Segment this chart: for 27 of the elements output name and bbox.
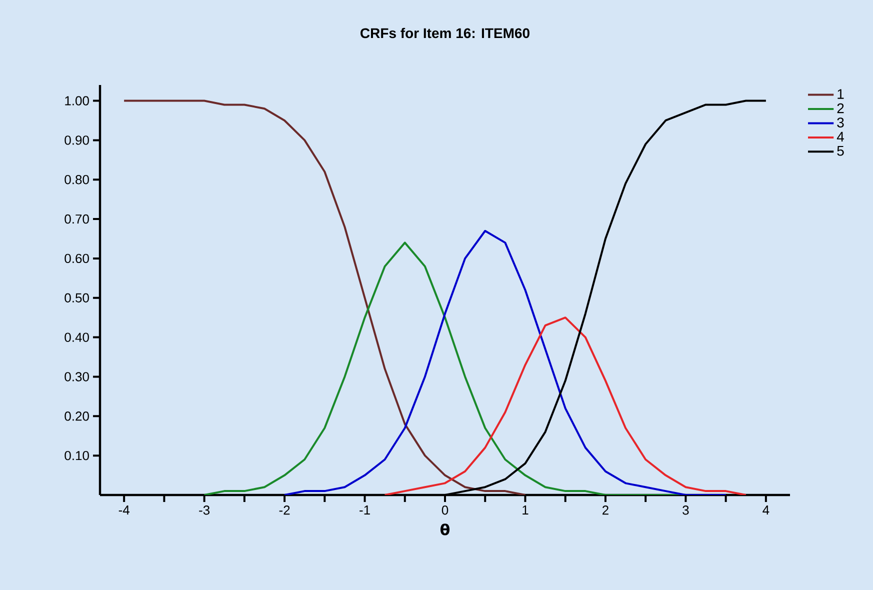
x-tick-label: 1 — [522, 506, 528, 514]
x-tick-label: 4 — [762, 506, 770, 514]
y-tick-label: 0.20 — [64, 412, 89, 421]
legend-label: 3 — [837, 118, 844, 128]
y-tick-label: 0.40 — [64, 332, 89, 342]
y-tick-label: 0.30 — [64, 372, 89, 382]
y-tick-label: 0.80 — [64, 175, 89, 184]
line-series — [384, 316, 747, 495]
y-tick-label: 0.50 — [64, 293, 89, 302]
legend-label: 4 — [836, 132, 844, 142]
x-tick-label: 2 — [602, 506, 608, 515]
x-tick-label: -4 — [118, 506, 130, 514]
y-tick-label: 0.70 — [64, 214, 89, 224]
y-tick-label: 0.10 — [64, 450, 89, 460]
x-tick-label: 3 — [682, 506, 689, 515]
x-tick-label: -3 — [199, 506, 210, 515]
x-tick-label: -1 — [360, 506, 370, 514]
y-tick-label: 1.00 — [65, 96, 89, 106]
x-axis-title: θ — [440, 524, 450, 536]
x-tick-label: 0 — [442, 506, 448, 515]
chart-title: CRFs for Item 16: ITEM60 — [360, 28, 530, 38]
y-tick-label: 0.90 — [64, 136, 89, 145]
legend-label: 2 — [837, 103, 844, 114]
y-tick-label: 0.60 — [64, 254, 89, 264]
legend-label: 1 — [838, 89, 844, 99]
x-tick-label: -2 — [279, 506, 290, 515]
legend-label: 5 — [837, 146, 844, 156]
